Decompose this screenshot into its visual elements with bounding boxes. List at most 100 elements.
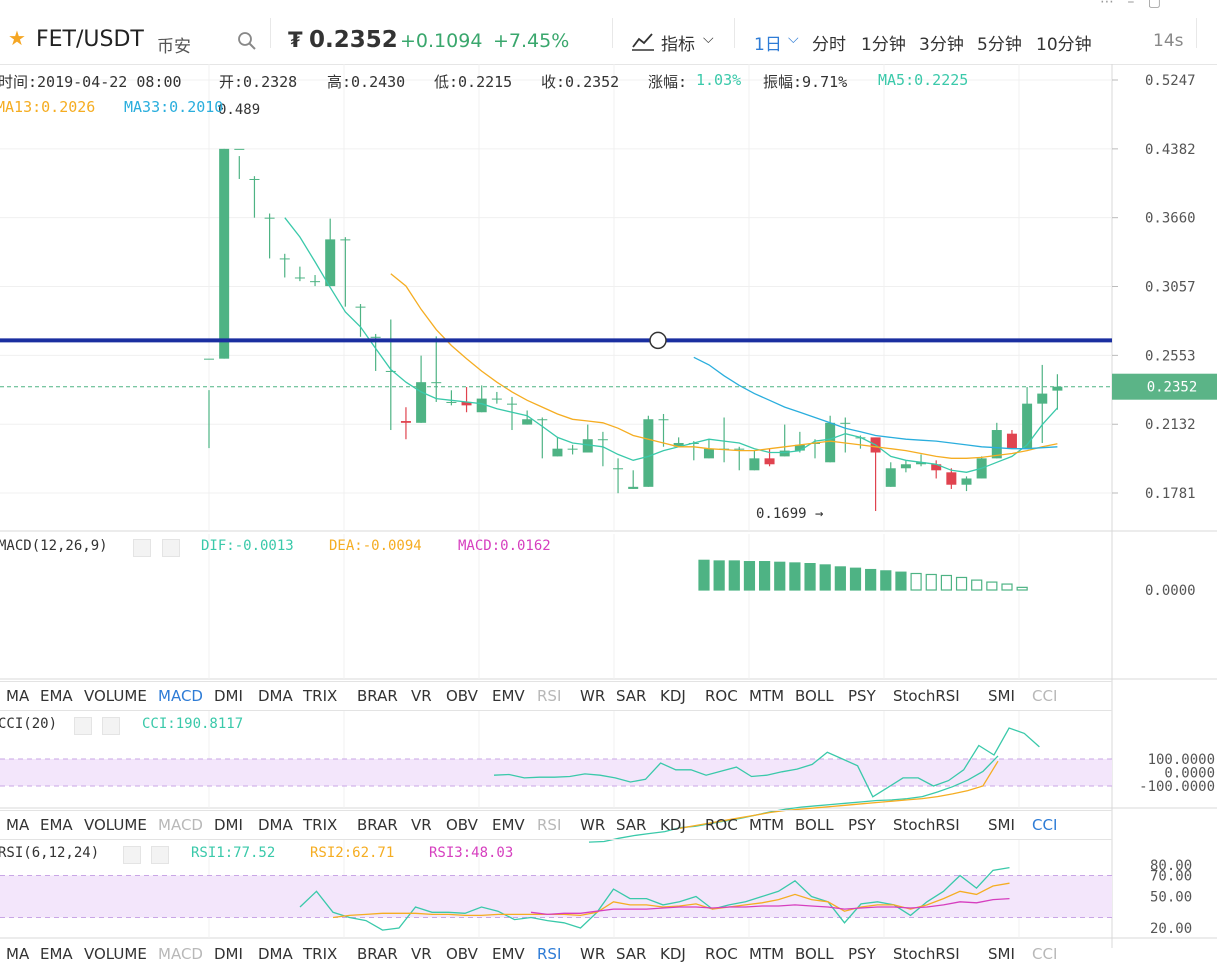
indicator-tab-rsi[interactable]: RSI bbox=[537, 816, 562, 834]
close-icon[interactable] bbox=[162, 539, 180, 557]
macd-histogram-bar bbox=[713, 560, 725, 591]
price-axis-label: 0.3057 bbox=[1145, 279, 1196, 295]
macd-value: MACD:0.0162 bbox=[458, 538, 551, 554]
close-icon[interactable] bbox=[151, 846, 169, 864]
indicator-tab-dma[interactable]: DMA bbox=[258, 687, 293, 705]
indicator-tab-psy[interactable]: PSY bbox=[848, 816, 876, 834]
candle-body bbox=[597, 439, 608, 441]
interval-option-3min[interactable]: 3分钟 bbox=[919, 35, 964, 55]
cci-title: CCI(20) bbox=[0, 716, 58, 732]
interval-option-5min[interactable]: 5分钟 bbox=[977, 35, 1022, 55]
pair-name[interactable]: FET/USDT bbox=[36, 27, 144, 52]
candle-body bbox=[355, 306, 366, 308]
indicator-tab-trix[interactable]: TRIX bbox=[303, 687, 338, 705]
candle-body bbox=[931, 464, 942, 471]
rsi3-value: RSI3:48.03 bbox=[429, 845, 514, 861]
kline-chart[interactable]: 0.5247 0.4382 0.3660 0.3057 0.2553 0.2132 0.17… bbox=[0, 64, 1217, 948]
indicator-tab-macd[interactable]: MACD bbox=[158, 687, 203, 705]
indicator-tab-kdj[interactable]: KDJ bbox=[660, 816, 686, 834]
indicator-tab-sar[interactable]: SAR bbox=[616, 816, 647, 834]
indicator-tab-wr[interactable]: WR bbox=[580, 816, 606, 834]
indicator-tab-emv[interactable]: EMV bbox=[492, 816, 525, 834]
settings-gear-icon[interactable] bbox=[123, 846, 141, 864]
indicator-tab-brar[interactable]: BRAR bbox=[357, 816, 398, 834]
indicator-tab-ema[interactable]: EMA bbox=[40, 687, 73, 705]
indicator-tab-dma[interactable]: DMA bbox=[258, 816, 293, 834]
macd-histogram-bar bbox=[743, 561, 756, 591]
indicator-tab-obv[interactable]: OBV bbox=[446, 816, 478, 834]
indicator-tab-ma[interactable]: MA bbox=[6, 687, 30, 705]
indicator-tab-dmi[interactable]: DMI bbox=[214, 687, 243, 705]
interval-option-1min[interactable]: 1分钟 bbox=[861, 35, 906, 55]
rsi2-value: RSI2:62.71 bbox=[310, 845, 395, 861]
indicator-tab-psy[interactable]: PSY bbox=[848, 687, 876, 705]
settings-gear-icon[interactable] bbox=[133, 539, 151, 557]
indicator-chart-icon[interactable] bbox=[631, 31, 655, 55]
interval-selected[interactable]: 1日 bbox=[754, 35, 782, 55]
indicator-tab-boll[interactable]: BOLL bbox=[795, 816, 834, 834]
indicator-tab-stochrsi[interactable]: StochRSI bbox=[893, 687, 960, 705]
indicator-tab-volume[interactable]: VOLUME bbox=[84, 687, 147, 705]
rsi-axis-label: 20.00 bbox=[1150, 921, 1192, 937]
candle-body bbox=[461, 401, 472, 406]
indicator-tab-smi[interactable]: SMI bbox=[988, 687, 1015, 705]
macd-histogram-bar bbox=[971, 579, 983, 591]
macd-histogram-bar bbox=[849, 567, 862, 591]
interval-option-10min[interactable]: 10分钟 bbox=[1036, 35, 1092, 55]
candle-body bbox=[507, 403, 517, 405]
interval-chevron-icon[interactable]: ⌵ bbox=[788, 31, 799, 47]
indicator-tab-smi[interactable]: SMI bbox=[988, 816, 1015, 834]
indicator-tab-mtm[interactable]: MTM bbox=[749, 816, 785, 834]
candle-body bbox=[900, 464, 911, 469]
indicator-tab-brar[interactable]: BRAR bbox=[357, 687, 398, 705]
candle-body bbox=[340, 239, 351, 241]
indicator-tab-macd[interactable]: MACD bbox=[158, 816, 203, 834]
indicator-tab-mtm[interactable]: MTM bbox=[749, 687, 785, 705]
window-control-icons[interactable]: ⋯ – ▢ bbox=[1100, 0, 1161, 10]
indicator-tab-obv[interactable]: OBV bbox=[446, 687, 478, 705]
indicator-tab-volume[interactable]: VOLUME bbox=[84, 816, 147, 834]
info-time: 时间:2019-04-22 08:00 bbox=[0, 73, 182, 91]
indicator-tab-ema[interactable]: EMA bbox=[40, 816, 73, 834]
search-icon[interactable] bbox=[237, 31, 257, 55]
indicator-tab-cci[interactable]: CCI bbox=[1032, 687, 1058, 705]
candle-body bbox=[552, 448, 563, 457]
indicator-tab-emv[interactable]: EMV bbox=[492, 687, 525, 705]
favorite-star-icon[interactable]: ★ bbox=[8, 26, 26, 50]
ma5-line bbox=[284, 217, 1058, 473]
ma33-line bbox=[693, 356, 1058, 450]
indicator-tab-boll[interactable]: BOLL bbox=[795, 687, 834, 705]
indicator-tab-trix[interactable]: TRIX bbox=[303, 816, 338, 834]
macd-dif: DIF:-0.0013 bbox=[201, 538, 294, 554]
candle-body bbox=[582, 439, 593, 453]
indicator-tab-roc[interactable]: ROC bbox=[705, 816, 738, 834]
chevron-down-icon[interactable]: ⌵ bbox=[703, 31, 714, 47]
indicator-tab-rsi[interactable]: RSI bbox=[537, 687, 562, 705]
indicator-tab-cci[interactable]: CCI bbox=[1032, 816, 1058, 834]
macd-dif-line bbox=[588, 755, 999, 843]
indicator-tab-vr[interactable]: VR bbox=[411, 687, 432, 705]
candle-body bbox=[219, 148, 230, 359]
info-ma33: MA33:0.2010 bbox=[124, 98, 224, 116]
indicator-tab-roc[interactable]: ROC bbox=[705, 687, 738, 705]
indicator-tab-kdj[interactable]: KDJ bbox=[660, 687, 686, 705]
indicator-tab-wr[interactable]: WR bbox=[580, 687, 606, 705]
close-icon[interactable] bbox=[102, 717, 120, 735]
interval-option-fenshi[interactable]: 分时 bbox=[812, 35, 846, 55]
rsi-title: RSI(6,12,24) bbox=[0, 845, 100, 861]
indicator-tab-stochrsi[interactable]: StochRSI bbox=[893, 816, 960, 834]
candle-body bbox=[491, 398, 502, 400]
candle-body bbox=[916, 462, 927, 465]
indicator-tab-dmi[interactable]: DMI bbox=[214, 816, 243, 834]
indicator-menu-button[interactable]: 指标 bbox=[661, 35, 695, 55]
indicator-tab-vr[interactable]: VR bbox=[411, 816, 432, 834]
line-drag-handle[interactable] bbox=[649, 331, 667, 350]
indicator-tab-ma[interactable]: MA bbox=[6, 816, 30, 834]
candle-body bbox=[628, 486, 639, 489]
settings-gear-icon[interactable] bbox=[74, 717, 92, 735]
candle-body bbox=[537, 419, 548, 421]
indicator-tab-sar[interactable]: SAR bbox=[616, 687, 647, 705]
candle-body bbox=[643, 419, 654, 487]
macd-histogram-bar bbox=[774, 561, 786, 591]
macd-histogram-bar bbox=[1001, 583, 1013, 591]
